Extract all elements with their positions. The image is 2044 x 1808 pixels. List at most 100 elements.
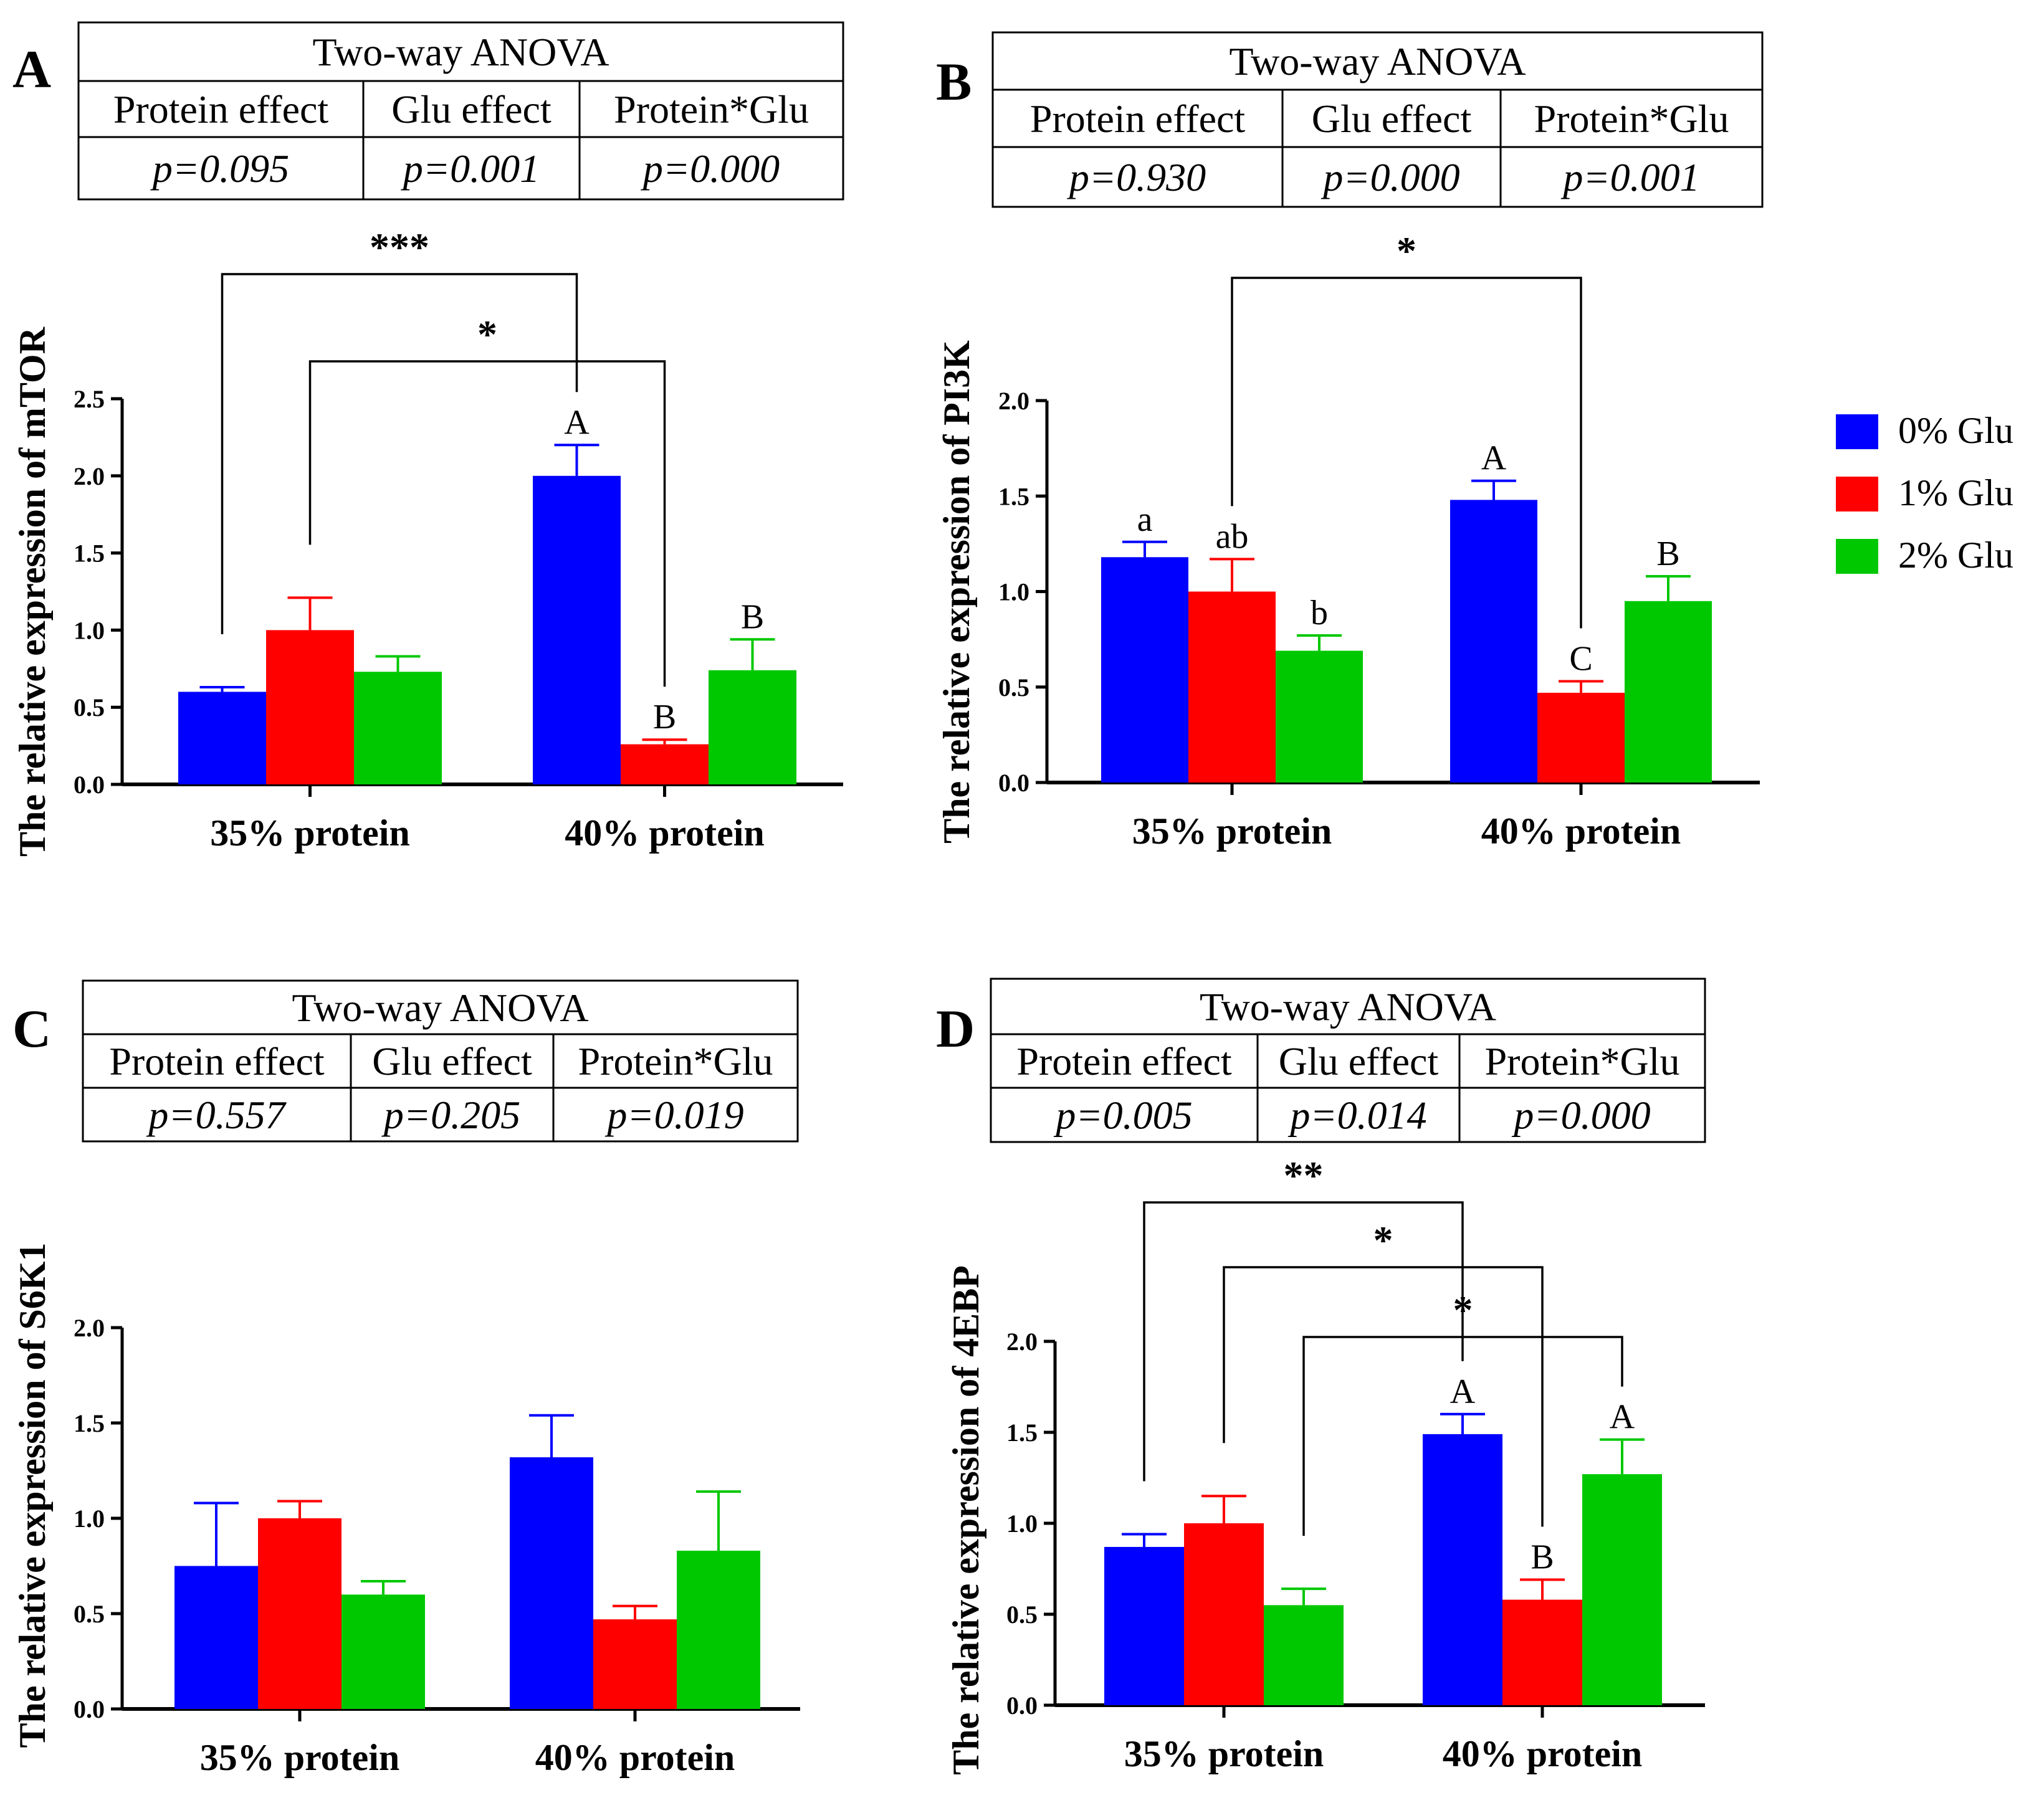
chart-area: 0.0 0.5 1.0 1.5 2.0 The relative expression o… [936, 229, 1760, 852]
x-tick-label: 40% protein [535, 1737, 735, 1778]
bar-2pct-glu-0 [1264, 1605, 1344, 1705]
anova-p-value: p=0.005 [1053, 1093, 1192, 1138]
legend-label: 0% Glu [1898, 410, 2013, 451]
anova-table-border [991, 31, 1764, 208]
anova-title: Two-way ANOVA [1200, 985, 1496, 1029]
anova-p-value: p=0.205 [381, 1093, 520, 1137]
bracket-line [1231, 277, 1582, 629]
anova-header: Protein*Glu [1534, 97, 1729, 141]
comparison-bracket: *** [221, 225, 578, 635]
y-tick-label: 2.0 [74, 1314, 105, 1342]
bar-1pct-glu-1 [621, 744, 709, 784]
x-tick-label: 35% protein [1124, 1733, 1324, 1774]
x-tick-label: 40% protein [1481, 811, 1681, 852]
y-tick-label: 1.5 [998, 482, 1029, 510]
comparison-bracket: * [1231, 229, 1582, 629]
y-tick-label: 1.5 [1006, 1419, 1038, 1447]
bar-0pct-glu-1 [1423, 1434, 1502, 1705]
bracket-stars: * [477, 312, 497, 356]
bar-0pct-glu-0 [1104, 1546, 1184, 1705]
chart-area: 0.0 0.5 1.0 1.5 2.0 2.5 The relative expressio… [12, 225, 843, 857]
bracket-stars: * [1397, 229, 1416, 273]
bracket-stars: ** [1284, 1153, 1324, 1197]
comparison-bracket: * [1302, 1288, 1623, 1536]
anova-header: Glu effect [1312, 97, 1472, 141]
panel-letter: B [936, 52, 972, 112]
panel-d: D Two-way ANOVA Protein effect p=0.005 Glu e… [936, 978, 1706, 1775]
anova-header: Protein effect [113, 87, 329, 131]
bar-1pct-glu-0 [266, 630, 354, 784]
x-tick-label: 35% protein [200, 1737, 400, 1778]
bar-2pct-glu-1 [677, 1551, 760, 1709]
y-tick-label: 1.5 [74, 1409, 105, 1437]
bar-1pct-glu-0 [1188, 591, 1276, 783]
panel-a: A Two-way ANOVA Protein effect p=0.095 Glu e… [12, 21, 844, 857]
anova-p-value: p=0.014 [1287, 1093, 1426, 1138]
y-tick-label: 2.0 [74, 462, 105, 490]
y-tick-label: 2.5 [74, 385, 105, 413]
significance-letter: B [1656, 535, 1679, 573]
anova-p-value: p=0.557 [146, 1093, 287, 1137]
y-tick-label: 0.5 [74, 693, 105, 721]
panel-c: C Two-way ANOVA Protein effect p=0.557 Glu e… [12, 979, 800, 1778]
anova-p-value: p=0.000 [1511, 1093, 1650, 1138]
bracket-line [1302, 1336, 1623, 1536]
legend-label: 1% Glu [1898, 472, 2013, 513]
legend-swatch [1836, 539, 1878, 574]
significance-letter: a [1137, 500, 1153, 539]
y-tick-label: 2.0 [1006, 1328, 1038, 1356]
y-tick-label: 0.0 [998, 769, 1029, 797]
bar-1pct-glu-1 [1537, 692, 1625, 783]
anova-title: Two-way ANOVA [312, 30, 609, 74]
bar-2pct-glu-0 [341, 1594, 425, 1709]
anova-p-value: p=0.930 [1067, 155, 1206, 199]
bar-0pct-glu-1 [1450, 500, 1537, 783]
anova-header: Protein effect [1016, 1039, 1232, 1083]
bar-0pct-glu-0 [178, 692, 266, 784]
legend-label: 2% Glu [1898, 535, 2013, 576]
significance-letter: A [1610, 1398, 1635, 1437]
significance-letter: b [1311, 594, 1328, 632]
bar-1pct-glu-1 [1502, 1599, 1582, 1705]
bar-1pct-glu-0 [258, 1518, 341, 1709]
legend: 0% Glu 1% Glu 2% Glu [1836, 410, 2013, 576]
y-tick-label: 0.0 [74, 1695, 105, 1723]
x-tick-label: 35% protein [210, 812, 410, 854]
legend-swatch [1836, 477, 1878, 511]
anova-table: Two-way ANOVA Protein effect p=0.005 Glu ef… [990, 978, 1706, 1143]
panel-letter: A [12, 39, 51, 99]
anova-table-border [82, 979, 799, 1143]
legend-swatch [1836, 414, 1878, 449]
significance-letter: B [1531, 1538, 1554, 1577]
y-axis-label: The relative expression of S6K1 [12, 1242, 53, 1748]
bar-0pct-glu-1 [533, 475, 621, 784]
anova-header: Protein effect [109, 1039, 325, 1083]
y-axis-label: The relative expression of 4EBP [945, 1265, 986, 1775]
y-axis-label: The relative expression of mTOR [12, 326, 53, 857]
significance-letter: B [741, 597, 764, 636]
anova-p-value: p=0.000 [1320, 155, 1459, 199]
comparison-bracket: ** [1143, 1153, 1464, 1482]
anova-header: Glu effect [1279, 1039, 1439, 1083]
anova-header: Protein*Glu [578, 1039, 773, 1083]
bar-2pct-glu-0 [1276, 650, 1363, 783]
anova-table-border [990, 978, 1706, 1143]
anova-header: Glu effect [391, 87, 552, 131]
bar-0pct-glu-0 [1101, 557, 1188, 783]
y-tick-label: 0.5 [74, 1600, 105, 1628]
bar-2pct-glu-1 [1582, 1474, 1662, 1705]
significance-letter: ab [1216, 517, 1249, 556]
bar-0pct-glu-0 [174, 1566, 258, 1709]
anova-header: Glu effect [372, 1039, 532, 1083]
bar-2pct-glu-0 [354, 672, 442, 784]
bracket-stars: * [1373, 1218, 1393, 1262]
x-tick-label: 40% protein [565, 812, 765, 854]
y-axis-label: The relative expression of PI3K [936, 340, 977, 844]
significance-letter: A [1450, 1373, 1476, 1411]
y-tick-label: 1.5 [74, 540, 105, 568]
y-tick-label: 1.0 [1006, 1510, 1038, 1538]
bracket-line [1143, 1201, 1464, 1482]
anova-header: Protein*Glu [1485, 1039, 1680, 1083]
bracket-stars: *** [370, 225, 429, 269]
